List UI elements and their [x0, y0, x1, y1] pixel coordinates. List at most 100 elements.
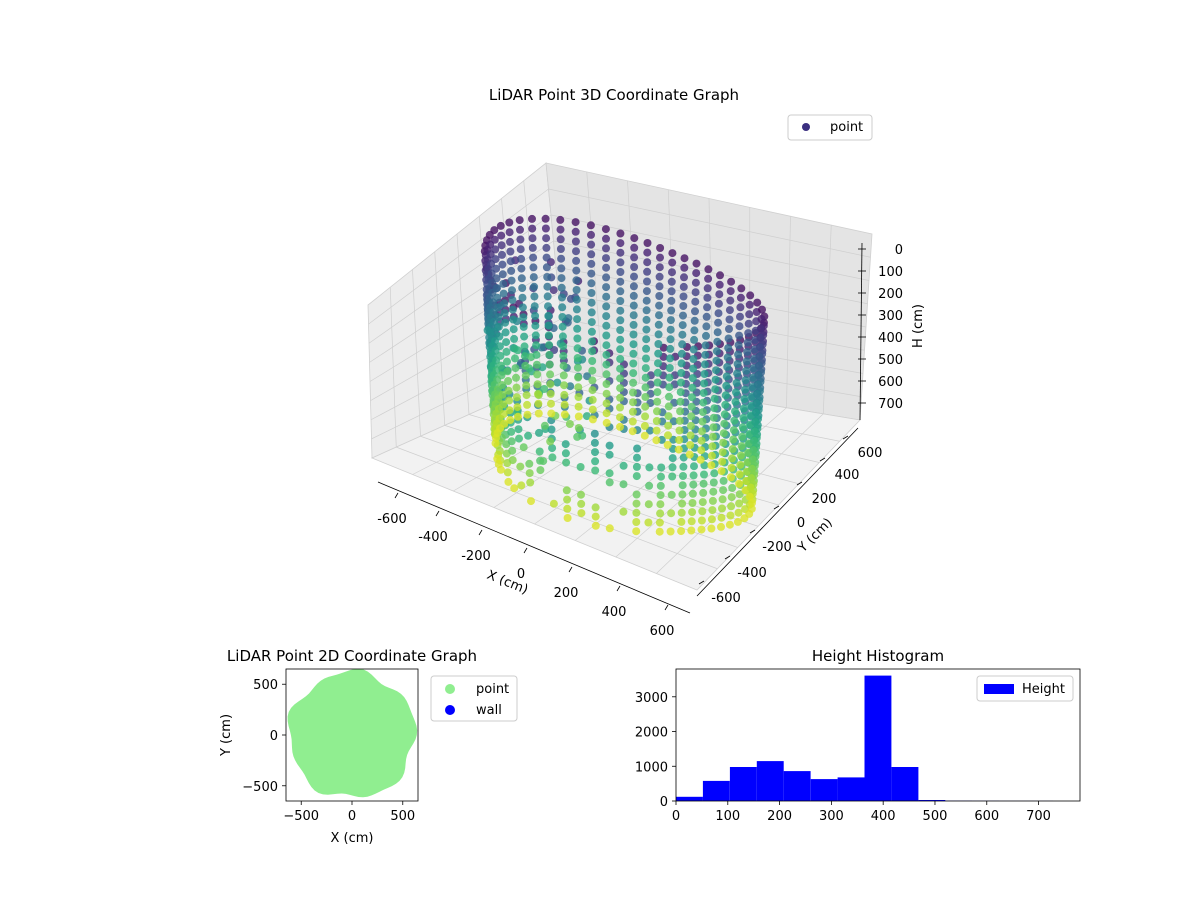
- histogram-x-tick-label: 500: [923, 809, 948, 824]
- point-marker: [749, 436, 758, 445]
- point-marker: [563, 514, 572, 522]
- point-marker: [691, 297, 700, 306]
- point-marker: [616, 316, 625, 325]
- point-marker: [699, 398, 708, 407]
- point-marker: [745, 492, 754, 501]
- point-marker: [516, 462, 525, 471]
- point-marker: [558, 332, 567, 341]
- point-marker: [700, 370, 709, 378]
- point-marker: [725, 306, 734, 315]
- point-marker: [727, 473, 735, 482]
- grid-line: [822, 225, 832, 414]
- point-marker: [531, 312, 540, 320]
- point-marker: [677, 359, 686, 368]
- point-marker: [588, 386, 597, 395]
- point-marker: [573, 354, 582, 362]
- point-marker: [574, 373, 583, 382]
- point-marker: [566, 382, 575, 391]
- point-marker: [699, 488, 708, 497]
- legend-3d-label: point: [830, 120, 863, 135]
- point-marker: [492, 274, 501, 283]
- point-marker: [602, 418, 611, 427]
- point-marker: [643, 239, 652, 247]
- point-marker: [516, 235, 525, 244]
- point-marker: [483, 326, 492, 335]
- point-marker: [727, 277, 736, 286]
- x-tick-mark: [568, 566, 573, 573]
- point-marker: [666, 335, 675, 344]
- point-marker: [710, 404, 719, 413]
- point-marker: [605, 469, 614, 478]
- point-marker: [663, 440, 672, 449]
- point-marker: [587, 269, 596, 278]
- point-marker: [496, 351, 505, 360]
- point-marker: [505, 396, 514, 405]
- point-marker: [602, 360, 611, 369]
- point-marker: [632, 508, 641, 517]
- point-marker: [616, 306, 625, 315]
- point-marker: [501, 328, 510, 337]
- point-marker: [571, 218, 580, 227]
- x-tick-mark: [435, 510, 440, 517]
- point-marker: [515, 216, 524, 225]
- y-axis-line: [696, 427, 859, 597]
- point-marker: [664, 402, 673, 411]
- point-marker: [602, 321, 611, 330]
- point-marker: [731, 397, 740, 406]
- grid-line: [370, 292, 559, 401]
- point-marker: [495, 332, 504, 341]
- point-marker: [723, 353, 732, 362]
- point-marker: [574, 424, 583, 432]
- histogram-bars: [676, 675, 1053, 801]
- point-marker: [561, 449, 570, 458]
- point-marker: [493, 284, 501, 293]
- point-marker: [665, 383, 674, 392]
- point-marker: [730, 416, 739, 425]
- point-marker: [727, 463, 736, 472]
- point-marker: [666, 344, 675, 353]
- point-marker: [675, 416, 684, 425]
- point-marker: [752, 399, 761, 408]
- point-marker: [654, 320, 663, 329]
- point-marker: [689, 345, 698, 354]
- histogram-y-tick-label: 0: [660, 795, 668, 810]
- point-marker: [679, 282, 688, 291]
- point-marker: [544, 331, 553, 340]
- point-marker: [587, 259, 596, 268]
- point-marker: [510, 334, 519, 343]
- point-marker: [528, 234, 537, 243]
- point-marker: [677, 517, 686, 526]
- point-marker: [559, 342, 568, 351]
- point-marker: [656, 481, 665, 490]
- point-marker: [577, 499, 586, 508]
- point-marker: [527, 497, 535, 506]
- point-marker: [696, 455, 705, 464]
- point-marker: [698, 408, 707, 417]
- point-marker: [677, 349, 686, 358]
- x-tick-mark: [523, 547, 528, 554]
- point-marker: [529, 253, 538, 262]
- x-tick-label: 0: [517, 567, 525, 582]
- point-marker: [656, 500, 665, 509]
- point-marker: [521, 361, 530, 370]
- point-marker: [602, 389, 611, 398]
- point-marker: [616, 277, 625, 286]
- point-marker: [557, 283, 566, 292]
- point-marker: [512, 393, 521, 402]
- point-marker: [674, 445, 683, 454]
- point-marker: [641, 383, 650, 392]
- z-tick-label: 0: [895, 243, 903, 258]
- point-marker: [502, 338, 511, 347]
- point-marker: [735, 499, 744, 508]
- histogram-x-tick-label: 100: [715, 809, 740, 824]
- point-marker: [574, 393, 583, 401]
- point-marker: [717, 513, 726, 522]
- point-marker: [702, 312, 711, 321]
- point-marker: [642, 344, 651, 353]
- z-axis-ticks: 0 100 200 300 400 500 600 700: [858, 243, 903, 412]
- point-marker: [560, 410, 569, 419]
- point-marker: [529, 273, 538, 282]
- z-tick-label: 500: [878, 353, 903, 368]
- point-marker: [719, 486, 728, 495]
- point-marker: [602, 263, 611, 272]
